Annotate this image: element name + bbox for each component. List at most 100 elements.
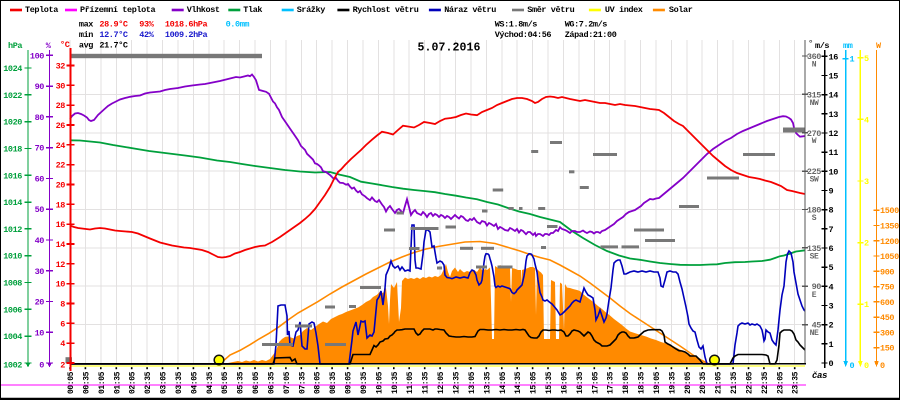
- svg-text:čas: čas: [812, 371, 827, 381]
- svg-text:1018: 1018: [3, 145, 22, 155]
- svg-text:Tlak: Tlak: [243, 5, 262, 15]
- svg-text:18:35: 18:35: [638, 371, 647, 394]
- svg-text:3: 3: [829, 302, 834, 312]
- svg-text:10: 10: [35, 328, 45, 338]
- svg-text:23:05: 23:05: [776, 371, 785, 394]
- svg-text:08:35: 08:35: [329, 371, 338, 394]
- svg-text:750: 750: [880, 283, 894, 293]
- svg-text:22:35: 22:35: [761, 371, 770, 394]
- svg-text:1024: 1024: [3, 64, 22, 74]
- svg-text:1500: 1500: [880, 206, 899, 216]
- svg-text:1: 1: [829, 340, 834, 350]
- svg-text:13:35: 13:35: [483, 371, 492, 394]
- svg-text:5.07.2016: 5.07.2016: [418, 42, 481, 55]
- svg-text:14: 14: [829, 91, 839, 101]
- svg-text:60: 60: [35, 175, 45, 185]
- svg-text:360: 360: [807, 52, 821, 62]
- svg-text:1006: 1006: [3, 305, 22, 315]
- svg-text:100: 100: [30, 51, 44, 61]
- svg-text:1050: 1050: [880, 252, 899, 262]
- svg-text:°C: °C: [60, 40, 70, 50]
- svg-text:min: min: [79, 30, 93, 40]
- svg-text:15: 15: [829, 72, 839, 82]
- svg-text:12: 12: [56, 260, 66, 270]
- svg-text:mm: mm: [843, 41, 853, 51]
- svg-text:1010: 1010: [3, 252, 22, 262]
- svg-text:21:35: 21:35: [730, 371, 739, 394]
- svg-text:14:05: 14:05: [499, 371, 508, 394]
- svg-text:1016: 1016: [3, 171, 22, 181]
- svg-text:150: 150: [880, 344, 894, 354]
- svg-text:N: N: [812, 61, 817, 70]
- svg-text:42%: 42%: [139, 30, 154, 40]
- svg-text:40: 40: [35, 236, 45, 246]
- svg-text:1004: 1004: [3, 332, 22, 342]
- svg-text:avg: avg: [79, 41, 93, 51]
- svg-text:Vlhkost: Vlhkost: [187, 5, 220, 15]
- svg-text:1009.2hPa: 1009.2hPa: [165, 30, 208, 40]
- svg-text:1022: 1022: [3, 91, 22, 101]
- svg-text:22:05: 22:05: [746, 371, 755, 394]
- svg-text:3: 3: [864, 177, 869, 187]
- svg-text:225: 225: [807, 167, 821, 177]
- svg-text:00:35: 00:35: [82, 371, 91, 394]
- svg-text:24: 24: [56, 141, 66, 151]
- svg-text:16: 16: [56, 220, 66, 230]
- svg-text:E: E: [812, 291, 817, 300]
- svg-text:00:05: 00:05: [67, 371, 76, 394]
- svg-text:8: 8: [60, 300, 65, 310]
- svg-text:19:05: 19:05: [653, 371, 662, 394]
- svg-text:Solar: Solar: [669, 5, 693, 15]
- svg-text:28.9°C: 28.9°C: [99, 20, 128, 30]
- svg-text:07:35: 07:35: [298, 371, 307, 394]
- svg-text:2: 2: [864, 239, 869, 249]
- svg-text:135: 135: [807, 244, 821, 254]
- svg-text:18: 18: [56, 200, 66, 210]
- svg-text:W: W: [812, 137, 817, 146]
- svg-text:°: °: [808, 39, 813, 49]
- svg-text:21.7°C: 21.7°C: [99, 41, 128, 51]
- svg-text:32: 32: [56, 62, 66, 72]
- svg-text:04:35: 04:35: [206, 371, 215, 394]
- svg-text:10: 10: [829, 167, 839, 177]
- svg-text:600: 600: [880, 298, 894, 308]
- svg-text:93%: 93%: [139, 20, 154, 30]
- svg-text:12:35: 12:35: [453, 371, 462, 394]
- svg-text:1350: 1350: [880, 222, 899, 232]
- svg-text:13: 13: [829, 110, 839, 120]
- svg-text:hPa: hPa: [8, 41, 22, 51]
- svg-text:12: 12: [829, 129, 839, 139]
- svg-text:UV index: UV index: [605, 5, 643, 15]
- svg-text:1014: 1014: [3, 198, 22, 208]
- svg-text:1200: 1200: [880, 237, 899, 247]
- svg-text:1018.6hPa: 1018.6hPa: [165, 20, 208, 30]
- svg-text:02:05: 02:05: [129, 371, 138, 394]
- svg-text:10:05: 10:05: [375, 371, 384, 394]
- svg-text:max: max: [79, 20, 93, 30]
- svg-text:11:35: 11:35: [422, 371, 431, 394]
- svg-text:10:35: 10:35: [391, 371, 400, 394]
- svg-text:4: 4: [864, 115, 869, 125]
- svg-text:18:05: 18:05: [622, 371, 631, 394]
- svg-text:6: 6: [829, 244, 834, 254]
- svg-text:16:05: 16:05: [560, 371, 569, 394]
- svg-text:m/s: m/s: [815, 41, 829, 51]
- svg-text:SE: SE: [810, 252, 819, 261]
- svg-text:01:35: 01:35: [113, 371, 122, 394]
- svg-text:4: 4: [60, 339, 65, 349]
- svg-text:06:35: 06:35: [268, 371, 277, 394]
- svg-text:1: 1: [850, 55, 855, 65]
- svg-text:08:05: 08:05: [314, 371, 323, 394]
- svg-text:SW: SW: [810, 176, 819, 185]
- svg-text:0: 0: [864, 361, 869, 371]
- svg-text:20:35: 20:35: [699, 371, 708, 394]
- svg-text:12.7°C: 12.7°C: [99, 30, 128, 40]
- svg-text:5: 5: [829, 263, 834, 273]
- svg-text:2: 2: [829, 321, 834, 331]
- svg-text:03:35: 03:35: [175, 371, 184, 394]
- svg-text:90: 90: [35, 82, 45, 92]
- svg-text:15:05: 15:05: [530, 371, 539, 394]
- svg-text:20: 20: [35, 298, 45, 308]
- svg-text:NE: NE: [810, 329, 819, 338]
- svg-text:0: 0: [39, 361, 44, 371]
